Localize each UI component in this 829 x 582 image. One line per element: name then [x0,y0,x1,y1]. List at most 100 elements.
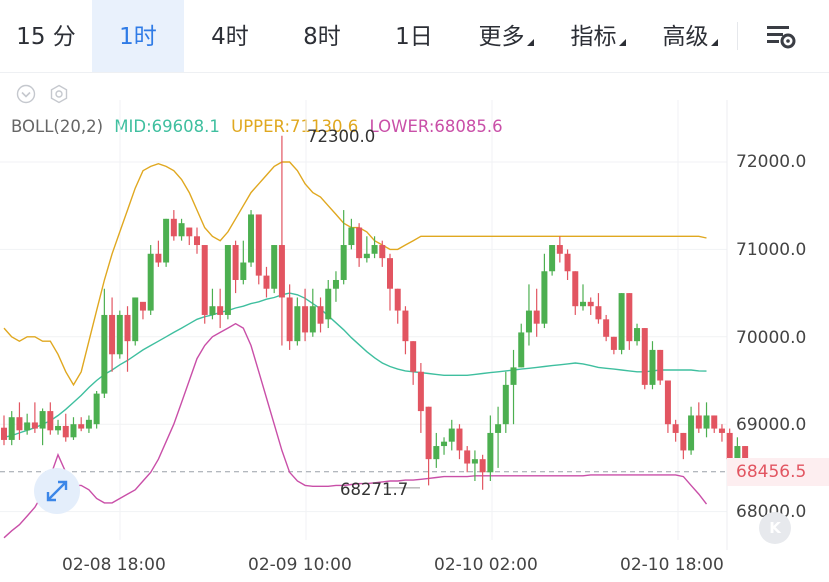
timeframe-tabbar: 15 分 1时 4时 8时 1日 更多 指标 高级 [0,0,829,73]
candle-body [170,218,177,237]
x-tick-label: 02-09 10:00 [248,555,352,575]
candlestick-chart[interactable] [0,100,829,550]
candle-body [695,415,702,429]
candle-body [580,301,586,307]
boll-lower-line [3,322,708,539]
tab-more[interactable]: 更多 [460,0,552,72]
y-tick-label: 71000.0 [736,240,807,260]
tab-indicators[interactable]: 指标 [552,0,644,72]
expand-arrows-icon[interactable] [34,468,80,514]
candle-body [703,415,710,429]
chevron-down-icon[interactable] [16,84,36,104]
candle-body [178,223,185,237]
tabbar-divider [737,22,738,50]
candle-body [734,446,741,460]
candle-body [16,417,23,431]
y-tick-label: 69000.0 [736,415,807,435]
tab-advanced-label: 高级 [662,24,709,50]
candle-body [209,306,216,315]
candle-body [510,367,517,385]
boll-mid-line [3,292,707,438]
candle-body [201,245,208,315]
candle-body [194,236,200,246]
x-tick-label: 02-10 18:00 [620,555,724,575]
candle-body [317,306,324,324]
x-tick-label: 02-08 18:00 [62,555,166,575]
candle-body [626,293,633,342]
dropdown-triangle-icon [526,39,534,46]
tab-indicators-label: 指标 [570,24,617,50]
candle-body [387,258,393,289]
kline-icon[interactable]: K [759,512,791,544]
tab-1d[interactable]: 1日 [395,24,433,50]
candle-body [356,227,363,259]
candle-body [718,428,725,433]
x-tick-label: 02-10 02:00 [434,555,538,575]
candle-body [348,227,355,246]
tab-8h[interactable]: 8时 [303,24,341,50]
candle-body [371,245,378,254]
candle-body [525,310,532,333]
candle-body [425,406,432,460]
boll-mid: MID:69608.1 [114,117,220,136]
candle-body [595,306,602,320]
candle-body [101,314,108,394]
candle-body [24,422,31,431]
candle-body [70,424,77,438]
candle-body [271,245,278,289]
candle-body [379,245,386,259]
candle-body [618,293,625,350]
candle-body [587,301,594,307]
current-price-tag: 68456.5 [727,458,829,486]
candle-body [309,306,316,333]
chart-settings-icon[interactable] [764,20,798,52]
candle-body [116,314,123,355]
candle-body [124,314,131,342]
candle-body [394,288,401,311]
candle-body [186,227,193,237]
candle-body [294,306,301,342]
tab-advanced[interactable]: 高级 [644,0,736,72]
candle-body [147,253,154,311]
tab-15m[interactable]: 15 分 [16,24,76,50]
candle-body [657,349,664,381]
boll-upper-line [3,161,707,387]
candle-body [610,336,617,350]
candle-body [711,415,718,429]
candle-body [448,428,455,442]
candle-body [132,297,139,342]
candle-body [417,371,424,412]
candle-body [1,427,7,440]
candle-body [502,384,509,425]
candle-body [332,279,339,289]
candle-body [533,310,540,324]
candle-body [456,428,463,451]
candle-body [672,424,679,433]
boll-upper: UPPER:71130.6 [231,117,359,136]
candle-body [39,411,46,429]
y-tick-label: 70000.0 [736,328,807,348]
dropdown-triangle-icon [618,39,626,46]
tab-1h[interactable]: 1时 [92,0,184,72]
candle-body [325,288,332,320]
candle-body [518,332,525,368]
tab-4h[interactable]: 4时 [211,24,249,50]
candle-body [641,328,648,385]
candle-body [248,214,255,263]
candle-body [62,425,69,438]
boll-name: BOLL(20,2) [11,117,104,136]
candle-body [495,424,502,433]
candle-body [541,271,548,324]
candle-body [278,245,285,298]
candle-body [464,450,471,464]
hexagon-settings-icon[interactable] [49,84,69,104]
boll-lower: LOWER:68085.6 [369,117,503,136]
candle-body [556,245,563,254]
candle-body [240,262,247,280]
candle-body [441,441,448,447]
candle-body [217,306,224,315]
candle-body [224,245,231,315]
low-annotation: 68271.7 [340,480,409,499]
candle-body [487,432,494,473]
candle-body [78,424,85,429]
